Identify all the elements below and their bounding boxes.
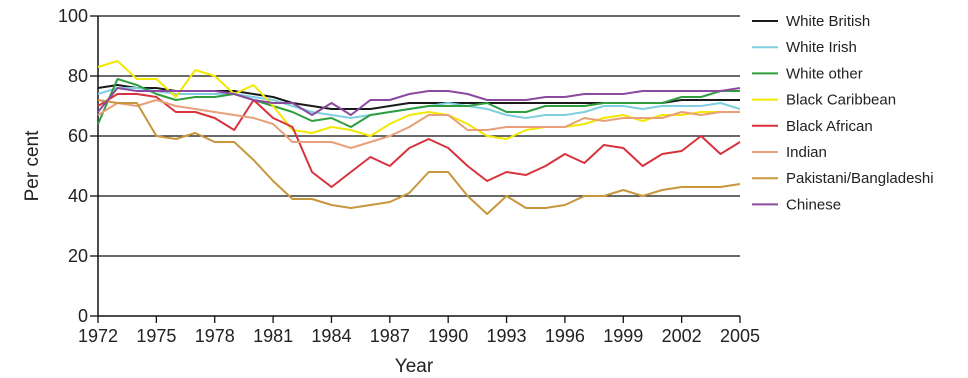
x-tick-label: 1978 <box>195 326 235 346</box>
x-tick-label: 1981 <box>253 326 293 346</box>
y-axis-title: Per cent <box>22 130 43 201</box>
x-tick-label: 2002 <box>662 326 702 346</box>
x-tick-label: 1990 <box>428 326 468 346</box>
series-line-2 <box>97 78 740 128</box>
series-line-3 <box>97 60 740 140</box>
legend-label: Black African <box>786 118 873 135</box>
legend-label: Pakistani/Bangladeshi <box>786 170 934 187</box>
y-tick-labels: 0 20 40 60 80 100 <box>58 6 88 326</box>
x-tick-label: 2005 <box>720 326 760 346</box>
x-tick-label: 1984 <box>311 326 351 346</box>
legend-label: Indian <box>786 144 827 161</box>
x-tick-label: 1987 <box>370 326 410 346</box>
y-tick-label: 80 <box>68 66 88 86</box>
y-tick-label: 60 <box>68 126 88 146</box>
series-line-5 <box>97 99 740 149</box>
legend-label: Chinese <box>786 196 841 213</box>
legend-label: White British <box>786 13 870 30</box>
series-lines <box>97 60 741 215</box>
legend-label: White Irish <box>786 39 857 56</box>
y-tick-label: 40 <box>68 186 88 206</box>
series-line-6 <box>97 99 741 215</box>
legend-label: Black Caribbean <box>786 92 896 109</box>
x-tick-label: 1975 <box>136 326 176 346</box>
y-tick-label: 20 <box>68 246 88 266</box>
y-tick-label: 100 <box>58 6 88 26</box>
series-line-4 <box>97 93 741 188</box>
x-tick-label: 1993 <box>487 326 527 346</box>
x-tick-label: 1996 <box>545 326 585 346</box>
x-axis-title: Year <box>395 356 434 377</box>
series-line-7 <box>97 87 741 116</box>
legend-label: White other <box>786 65 863 82</box>
x-tick-labels: 1972 1975 1978 1981 1984 1987 1990 1993 1996 1999… <box>78 326 760 346</box>
x-tick-label: 1999 <box>603 326 643 346</box>
axes <box>90 15 741 323</box>
x-tick-label: 1972 <box>78 326 118 346</box>
legend: White British White Irish White other Black… <box>752 13 934 213</box>
y-tick-label: 0 <box>78 306 88 326</box>
grid-lines <box>98 15 740 257</box>
